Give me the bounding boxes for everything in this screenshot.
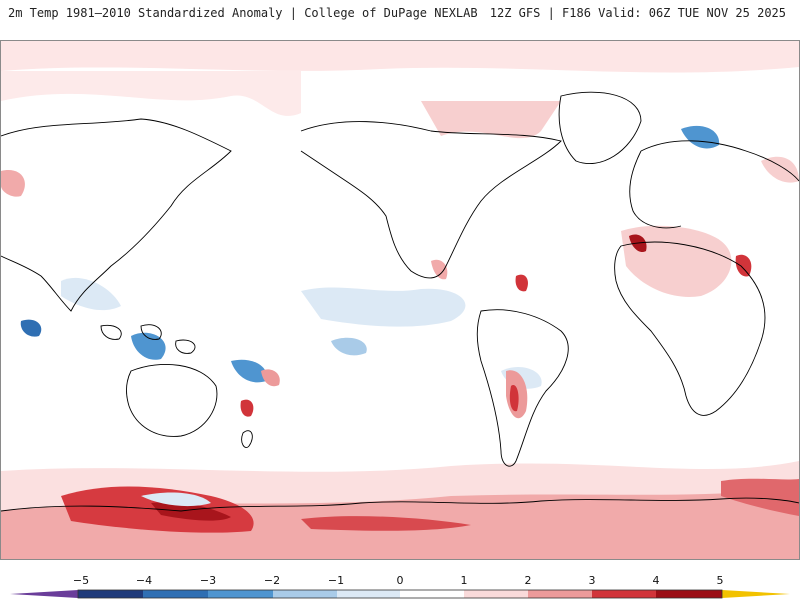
arctic-anomaly-band [1,41,799,139]
legend-tick-label: 4 [653,574,660,587]
legend-swatch--3--2 [208,590,273,598]
legend-arrow-low [10,590,78,598]
legend-swatch-2-3 [528,590,592,598]
model-run-info: 12Z GFS | F186 Valid: 06Z TUE NOV 25 202… [489,6,786,20]
map-title: 2m Temp 1981–2010 Standardized Anomaly |… [8,6,478,20]
anomaly-color-legend: −5 −4 −3 −2 −1 0 1 2 3 4 5 [0,568,800,600]
legend-swatch-3-4 [592,590,656,598]
legend-tick-label: 5 [717,574,724,587]
legend-tick-label: 3 [589,574,596,587]
legend-tick-label: −1 [328,574,344,587]
warm-anomaly-patches [1,156,799,419]
legend-tick-label: −2 [264,574,280,587]
legend-tick-label: 1 [461,574,468,587]
anomaly-map [0,40,800,560]
legend-tick-label: −3 [200,574,216,587]
antarctic-anomaly-band [1,461,799,559]
legend-swatch--1-0 [337,590,400,598]
legend-arrow-high [722,590,790,598]
legend-swatch--4--3 [143,590,208,598]
legend-swatch-4-5 [656,590,722,598]
legend-tick-label: −4 [136,574,152,587]
cool-anomaly-patches [20,125,720,507]
legend-swatch--5--4 [78,590,143,598]
legend-swatch-0-1 [400,590,464,598]
legend-swatch--2--1 [273,590,337,598]
legend-tick-label: −5 [73,574,89,587]
coastlines [1,91,799,512]
legend-tick-label: 0 [397,574,404,587]
legend-swatch-1-2 [464,590,528,598]
legend-tick-label: 2 [525,574,532,587]
